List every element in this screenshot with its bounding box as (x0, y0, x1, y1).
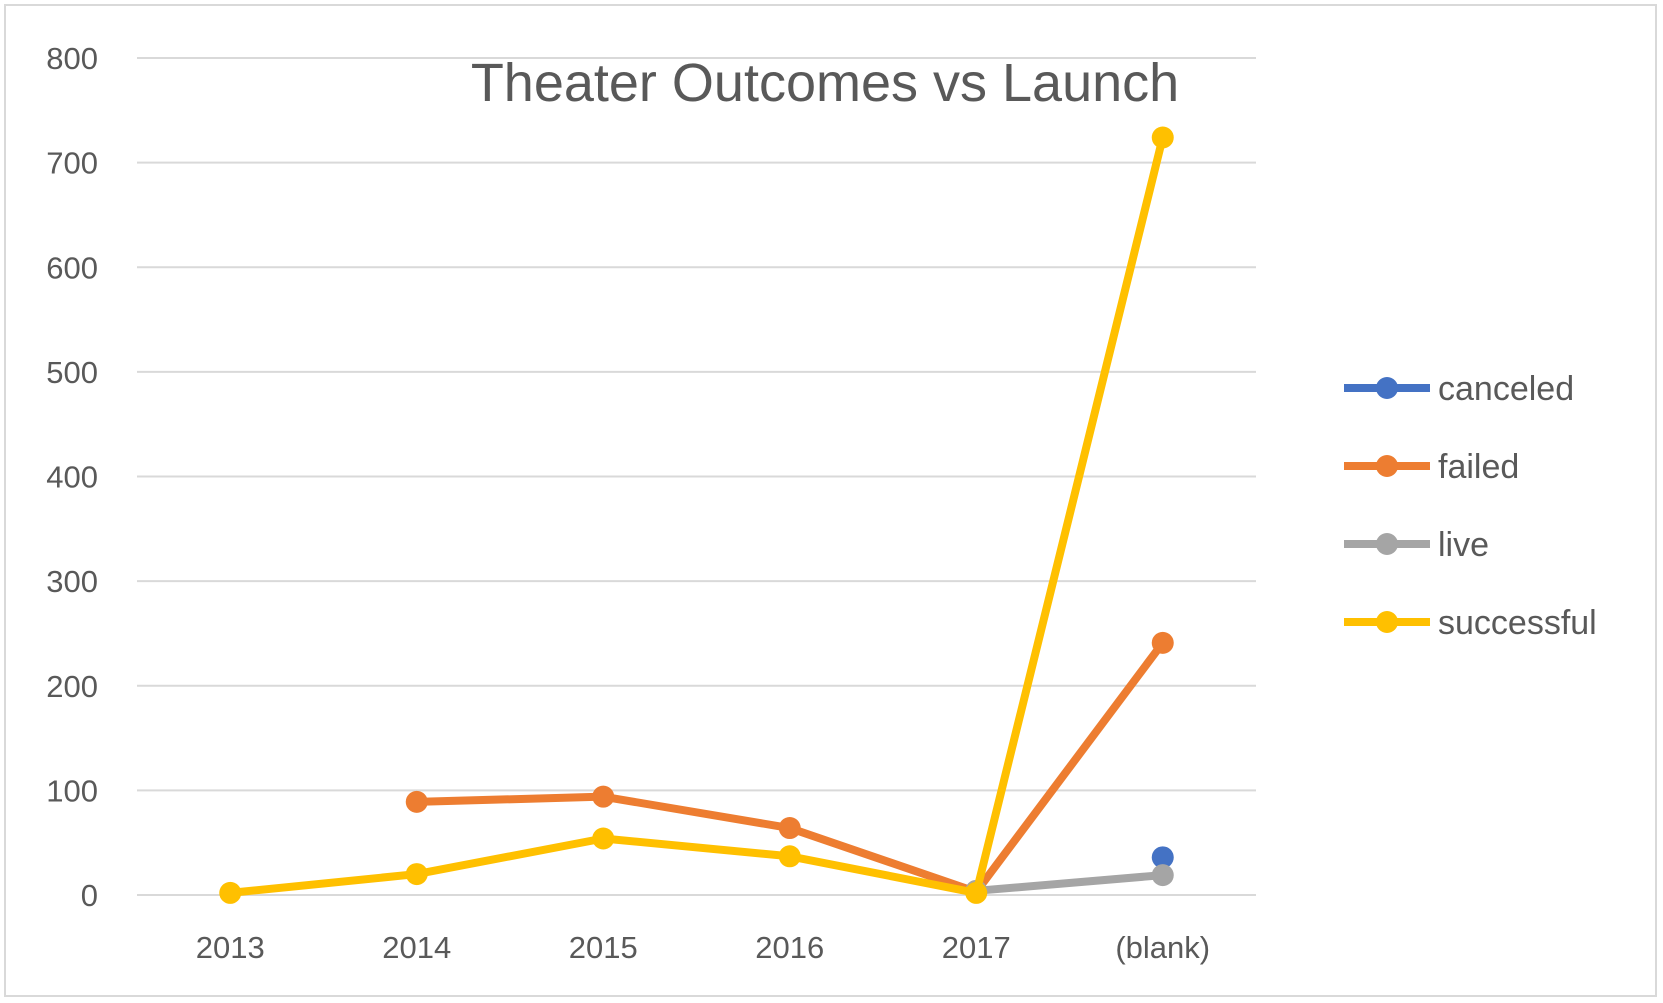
legend-swatch-marker (1376, 533, 1398, 555)
data-point-failed (1151, 631, 1174, 654)
legend-item-failed: failed (1344, 448, 1519, 486)
data-point-successful (405, 863, 428, 886)
y-tick-label: 400 (46, 460, 98, 495)
legend-label: canceled (1438, 370, 1574, 408)
y-tick-label: 800 (46, 41, 98, 76)
legend-label: successful (1438, 604, 1597, 642)
legend-item-live: live (1344, 526, 1489, 564)
data-point-successful (778, 845, 801, 868)
legend-swatch-marker (1376, 455, 1398, 477)
y-tick-label: 600 (46, 250, 98, 285)
series-lines (219, 126, 1174, 904)
x-tick-label: 2015 (569, 930, 638, 965)
chart-frame: 0 100 200 300 400 500 600 700 800 2013 2014 2015 20… (4, 4, 1657, 997)
x-tick-label: 2016 (755, 930, 824, 965)
y-tick-label: 300 (46, 564, 98, 599)
legend-swatch-marker (1376, 611, 1398, 633)
legend-label: failed (1438, 448, 1519, 486)
series-successful (219, 126, 1174, 904)
y-tick-label: 0 (81, 878, 98, 913)
y-tick-label: 500 (46, 355, 98, 390)
data-point-live (1151, 864, 1174, 887)
legend-label: live (1438, 526, 1489, 564)
legend-swatch-marker (1376, 377, 1398, 399)
x-tick-label: 2017 (942, 930, 1011, 965)
data-point-failed (778, 817, 801, 840)
y-axis-ticks: 0 100 200 300 400 500 600 700 800 (46, 41, 98, 913)
gridlines (137, 57, 1256, 896)
x-tick-label: 2014 (382, 930, 451, 965)
data-point-failed (592, 785, 615, 808)
series-line-successful (226, 133, 1167, 897)
data-point-successful (592, 827, 615, 850)
legend-item-canceled: canceled (1344, 370, 1574, 408)
series-canceled (1151, 846, 1174, 869)
legend-item-successful: successful (1344, 604, 1597, 642)
data-point-successful (219, 881, 242, 904)
y-tick-label: 700 (46, 146, 98, 181)
x-tick-label: 2013 (196, 930, 265, 965)
data-point-failed (405, 790, 428, 813)
y-tick-label: 100 (46, 773, 98, 808)
chart-title: Theater Outcomes vs Launch (471, 53, 1179, 113)
x-tick-label: (blank) (1115, 930, 1210, 965)
series-line-live (972, 871, 1167, 895)
y-tick-label: 200 (46, 669, 98, 704)
data-point-successful (1151, 126, 1174, 149)
data-point-successful (965, 881, 988, 904)
x-axis-ticks: 2013 2014 2015 2016 2017 (blank) (196, 930, 1210, 965)
legend: canceled failed live successful (1344, 370, 1597, 642)
data-point-canceled (1151, 846, 1174, 869)
